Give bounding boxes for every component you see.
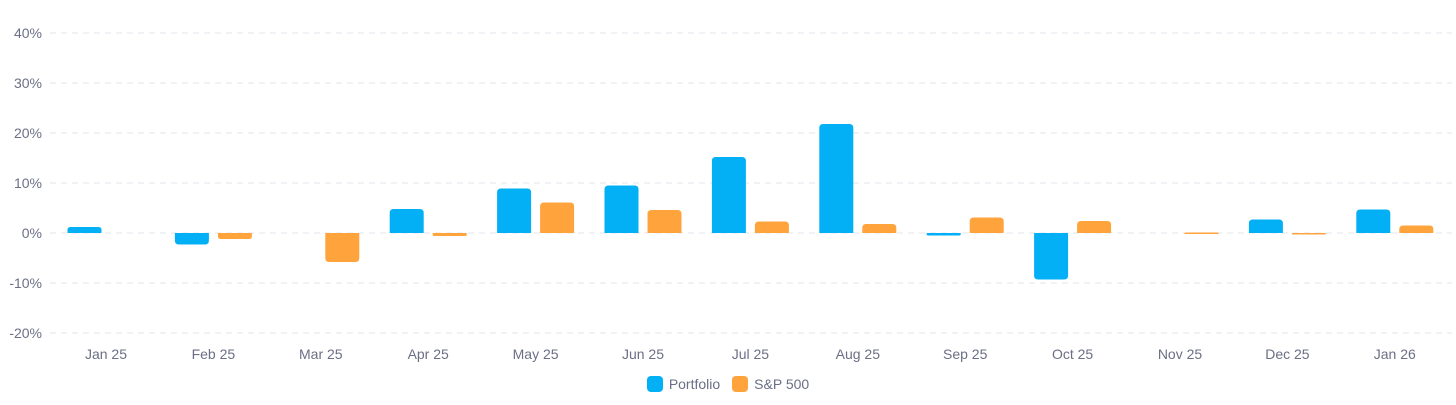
bar-sp500-mar-25[interactable] <box>325 233 360 262</box>
bar-chart: 40% 30% 20% 10% 0% -10% -20% Jan 25 Feb 25 Mar 2… <box>9 25 1452 362</box>
x-tick-label: Sep 25 <box>943 346 988 362</box>
bar-portfolio-feb-25[interactable] <box>174 233 209 245</box>
bar-portfolio-aug-25[interactable] <box>819 124 854 233</box>
legend-label-portfolio: Portfolio <box>668 376 721 392</box>
y-tick-label: 30% <box>14 75 42 91</box>
bars <box>67 124 1434 280</box>
bar-sp500-apr-25[interactable] <box>432 233 467 236</box>
y-tick-label: -20% <box>9 325 42 341</box>
x-tick-label: Jan 26 <box>1374 346 1416 362</box>
y-axis-ticks: 40% 30% 20% 10% 0% -10% -20% <box>9 25 42 341</box>
bar-sp500-jun-25[interactable] <box>647 210 682 233</box>
x-tick-label: Apr 25 <box>408 346 449 362</box>
bar-portfolio-dec-25[interactable] <box>1248 219 1283 234</box>
bar-sp500-may-25[interactable] <box>540 202 575 234</box>
legend-label-sp500: S&P 500 <box>754 376 810 392</box>
x-tick-label: Feb 25 <box>192 346 236 362</box>
bar-portfolio-jan-25[interactable] <box>67 227 102 233</box>
bar-sp500-nov-25[interactable] <box>1184 232 1219 235</box>
bar-sp500-sep-25[interactable] <box>969 217 1004 234</box>
x-tick-label: Jan 25 <box>85 346 127 362</box>
x-tick-label: Jun 25 <box>622 346 664 362</box>
bar-portfolio-jul-25[interactable] <box>711 157 746 233</box>
x-tick-label: Oct 25 <box>1052 346 1093 362</box>
legend: Portfolio S&P 500 <box>0 371 1456 397</box>
bar-portfolio-oct-25[interactable] <box>1034 233 1069 280</box>
y-tick-label: 20% <box>14 125 42 141</box>
bar-portfolio-jan-26[interactable] <box>1356 209 1391 234</box>
legend-swatch-portfolio <box>646 376 663 392</box>
grid-lines <box>50 32 1452 334</box>
x-tick-label: Jul 25 <box>732 346 770 362</box>
bar-portfolio-may-25[interactable] <box>497 188 532 234</box>
x-tick-label: Mar 25 <box>299 346 343 362</box>
legend-swatch-sp500 <box>732 376 749 392</box>
bar-portfolio-apr-25[interactable] <box>389 209 424 233</box>
y-tick-label: -10% <box>9 275 42 291</box>
bar-sp500-feb-25[interactable] <box>217 233 252 239</box>
bar-portfolio-jun-25[interactable] <box>604 185 639 234</box>
legend-item-portfolio[interactable]: Portfolio <box>646 376 721 392</box>
x-tick-label: Aug 25 <box>836 346 881 362</box>
x-tick-label: Nov 25 <box>1158 346 1203 362</box>
bar-sp500-aug-25[interactable] <box>862 224 897 233</box>
bar-sp500-jan-26[interactable] <box>1399 225 1434 234</box>
bar-portfolio-sep-25[interactable] <box>926 233 961 236</box>
y-tick-label: 0% <box>22 225 42 241</box>
x-axis-ticks: Jan 25 Feb 25 Mar 25 Apr 25 May 25 Jun 25 Jul … <box>85 346 1416 362</box>
x-tick-label: May 25 <box>513 346 559 362</box>
x-tick-label: Dec 25 <box>1265 346 1310 362</box>
y-tick-label: 40% <box>14 25 42 41</box>
legend-item-sp500[interactable]: S&P 500 <box>732 376 809 392</box>
y-tick-label: 10% <box>14 175 42 191</box>
bar-sp500-dec-25[interactable] <box>1291 233 1326 235</box>
bar-sp500-oct-25[interactable] <box>1077 221 1112 233</box>
bar-sp500-jul-25[interactable] <box>754 221 789 234</box>
